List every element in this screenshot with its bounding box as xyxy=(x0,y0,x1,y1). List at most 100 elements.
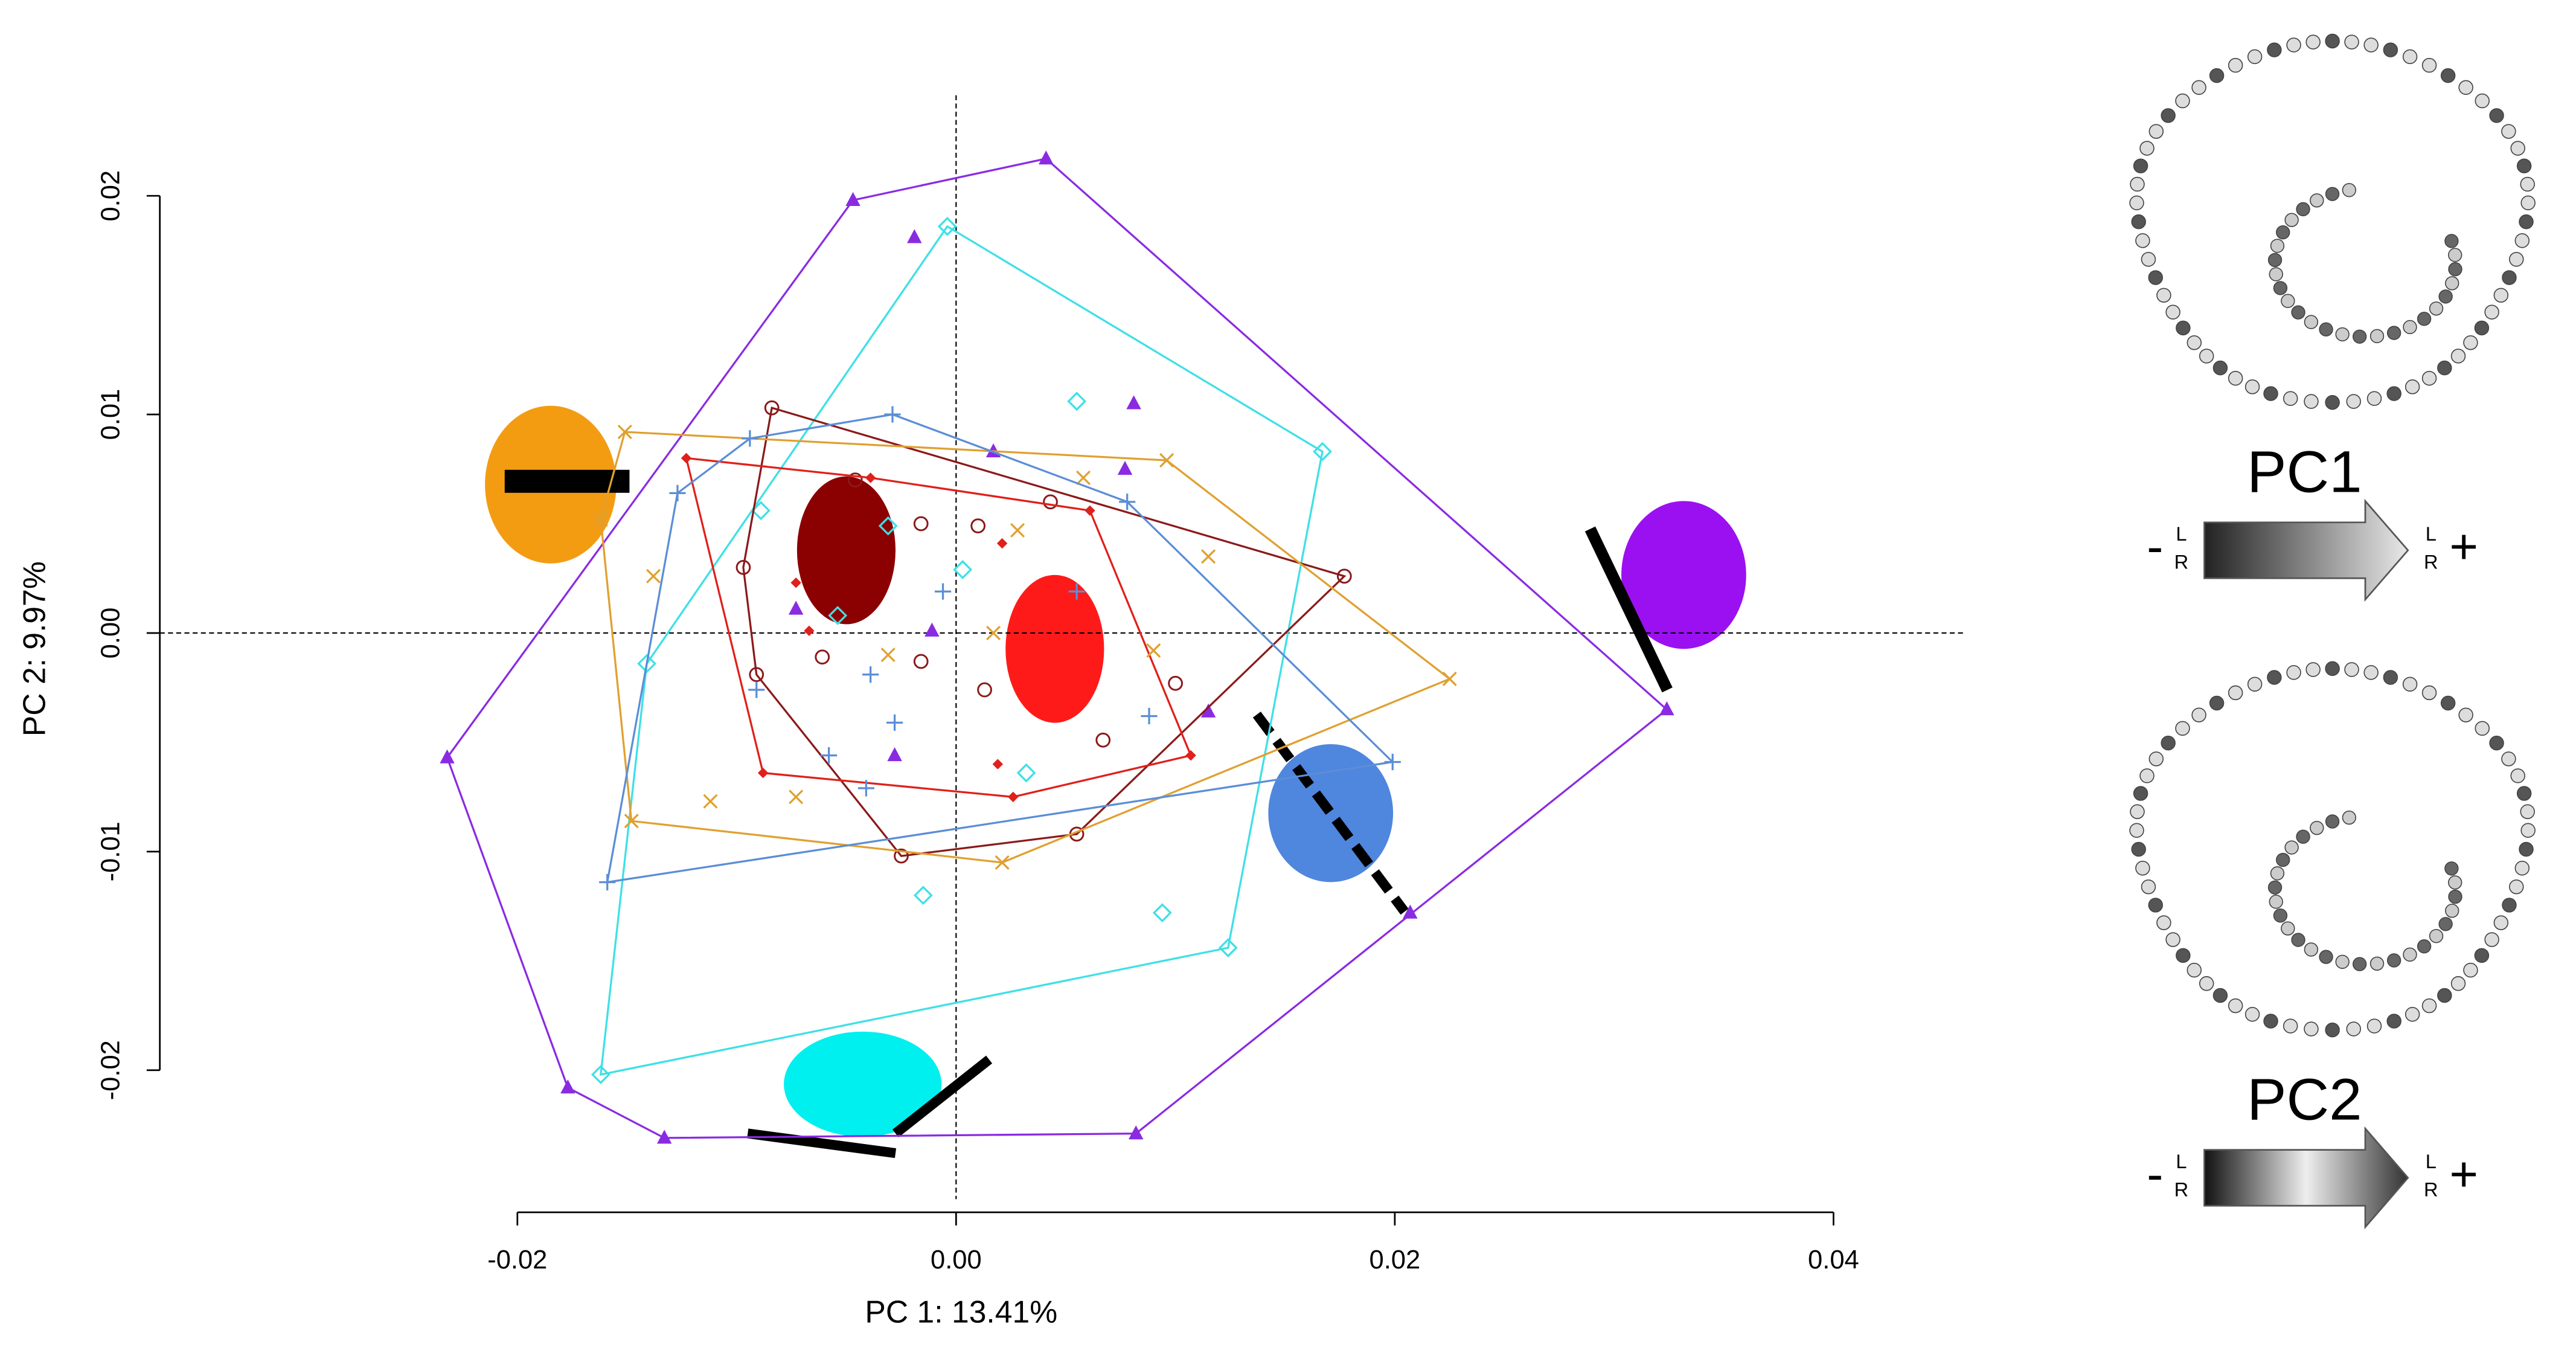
landmark xyxy=(2448,889,2462,904)
landmark xyxy=(2296,829,2310,844)
point xyxy=(735,560,751,575)
landmark xyxy=(2291,933,2305,947)
point xyxy=(913,886,933,905)
landmark xyxy=(2129,823,2144,838)
landmark xyxy=(2386,1014,2401,1029)
landmark xyxy=(2352,957,2367,971)
landmark xyxy=(2493,288,2509,303)
landmark xyxy=(2247,677,2263,692)
landmark xyxy=(2325,1022,2340,1038)
landmark xyxy=(2448,248,2462,262)
landmark xyxy=(2263,386,2278,401)
landmark xyxy=(2520,176,2535,192)
point xyxy=(934,583,952,600)
point xyxy=(749,667,764,683)
landmark xyxy=(2269,895,2283,909)
landmark xyxy=(2502,898,2517,913)
point xyxy=(995,855,1010,870)
landmark xyxy=(2448,262,2462,277)
landmark xyxy=(2346,1021,2361,1037)
point xyxy=(1119,493,1136,510)
point xyxy=(1152,903,1172,923)
point xyxy=(1200,703,1216,718)
landmark xyxy=(2187,962,2202,978)
landmark xyxy=(2489,735,2504,751)
landmark xyxy=(2450,976,2466,991)
landmark xyxy=(2520,804,2535,820)
landmark xyxy=(2187,335,2202,350)
landmark xyxy=(2501,124,2516,139)
landmark xyxy=(2267,880,2283,895)
silhouettes xyxy=(485,405,1746,1159)
y-axis-title: PC 2: 9.97% xyxy=(16,561,51,736)
landmark xyxy=(2509,252,2524,267)
point xyxy=(886,714,903,731)
landmark xyxy=(2191,80,2206,95)
point xyxy=(656,1130,672,1144)
landmark xyxy=(2141,879,2156,895)
silhouette xyxy=(784,1031,942,1137)
landmark xyxy=(2131,214,2146,230)
point xyxy=(937,216,957,236)
point xyxy=(1384,753,1401,771)
landmark xyxy=(2510,768,2525,783)
point xyxy=(789,789,804,805)
landmark xyxy=(2161,108,2176,123)
convex-hull xyxy=(742,407,1347,857)
series xyxy=(735,400,1352,864)
landmark xyxy=(2129,195,2144,211)
point xyxy=(637,654,657,673)
point xyxy=(757,767,769,779)
point xyxy=(1085,505,1095,516)
landmark xyxy=(2156,915,2171,930)
landmark xyxy=(2475,721,2490,736)
point xyxy=(560,1079,575,1094)
point xyxy=(1043,494,1058,510)
landmark xyxy=(2519,214,2534,230)
series xyxy=(593,425,1457,870)
landmark xyxy=(2383,670,2398,685)
panel-plus: + xyxy=(2449,1146,2478,1201)
point xyxy=(1141,707,1158,725)
landmark xyxy=(2484,932,2499,947)
point xyxy=(1442,671,1457,686)
point xyxy=(440,749,455,764)
landmark xyxy=(2319,322,2333,337)
panel-left-top: L xyxy=(2176,1150,2187,1172)
point xyxy=(847,472,863,488)
landmark xyxy=(2514,233,2530,248)
landmark xyxy=(2148,898,2163,913)
point xyxy=(742,430,758,447)
landmark xyxy=(2463,962,2478,978)
landmark xyxy=(2304,394,2319,409)
landmark xyxy=(2148,124,2164,139)
landmark xyxy=(2405,1007,2420,1022)
point xyxy=(986,625,1001,640)
point xyxy=(681,452,692,464)
series xyxy=(440,150,1674,1144)
landmark xyxy=(2342,183,2357,198)
y-tick-label: 0.01 xyxy=(96,389,125,440)
panel-arrow xyxy=(2203,498,2409,602)
landmark xyxy=(2148,751,2164,767)
point xyxy=(913,654,929,669)
point xyxy=(624,814,639,829)
y-tick-label: -0.01 xyxy=(96,821,125,881)
landmark xyxy=(2191,707,2206,722)
silhouette xyxy=(796,476,896,625)
landmark xyxy=(2135,861,2150,876)
landmark xyxy=(2342,810,2357,825)
landmark xyxy=(2444,234,2459,248)
point xyxy=(1095,732,1111,748)
landmark xyxy=(2276,852,2290,867)
landmark xyxy=(2502,270,2517,285)
landmark xyxy=(2212,988,2228,1003)
landmark xyxy=(2165,304,2180,320)
landmark xyxy=(2421,685,2437,701)
point xyxy=(1076,470,1091,486)
landmark xyxy=(2286,37,2301,53)
landmark xyxy=(2514,861,2530,876)
landmark xyxy=(2438,917,2453,931)
point xyxy=(1313,442,1332,461)
